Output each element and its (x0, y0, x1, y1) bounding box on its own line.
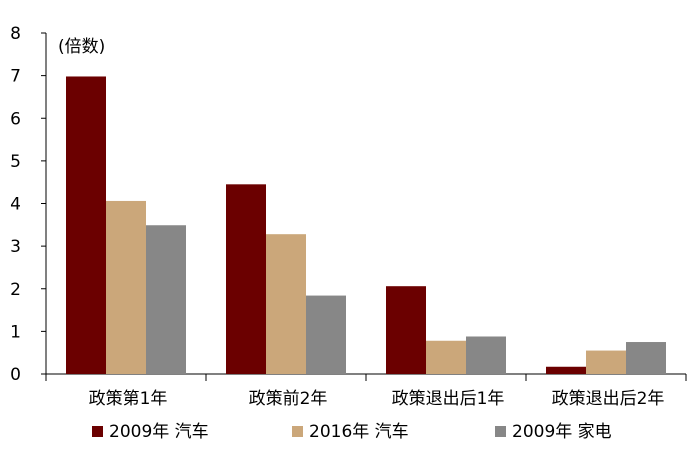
bar-2-2 (266, 234, 306, 374)
bar-1-4 (546, 366, 586, 374)
legend-label: 2016年 汽车 (309, 422, 409, 442)
category-label: 政策第1年 (89, 389, 168, 409)
y-tick-label: 0 (10, 365, 21, 385)
y-tick-label: 4 (10, 195, 21, 215)
legend-swatch (292, 426, 303, 437)
legend-label: 2009年 汽车 (109, 422, 209, 442)
unit-label: (倍数) (58, 37, 105, 57)
y-tick-label: 8 (10, 24, 21, 44)
labels: 0 1 2 3 4 5 6 7 8 (倍数) 政策第1年 政策前2年 政策退出后1年 政策退出后2年 (10, 24, 664, 409)
legend-label: 2009年 家电 (512, 422, 612, 442)
bar-3-3 (466, 336, 506, 374)
bar-3-2 (306, 295, 346, 374)
bar-2-4 (586, 350, 626, 374)
bars (66, 76, 666, 374)
bar-1-1 (66, 76, 106, 374)
bar-3-4 (626, 342, 666, 374)
category-label: 政策退出后1年 (392, 389, 505, 409)
bar-2-3 (426, 340, 466, 374)
legend-swatch (495, 426, 506, 437)
y-tick-label: 7 (10, 67, 21, 87)
bar-1-2 (226, 184, 266, 374)
legend: 2009年 汽车 2016年 汽车 2009年 家电 (92, 422, 612, 442)
y-tick-label: 5 (10, 152, 21, 172)
y-tick-label: 3 (10, 237, 21, 257)
y-tick-label: 2 (10, 280, 21, 300)
bar-2-1 (106, 200, 146, 374)
y-tick-label: 1 (10, 322, 21, 342)
y-tick-label: 6 (10, 109, 21, 129)
bar-1-3 (386, 286, 426, 374)
category-label: 政策退出后2年 (552, 389, 665, 409)
category-label: 政策前2年 (249, 389, 328, 409)
bar-3-1 (146, 225, 186, 374)
legend-swatch (92, 426, 103, 437)
